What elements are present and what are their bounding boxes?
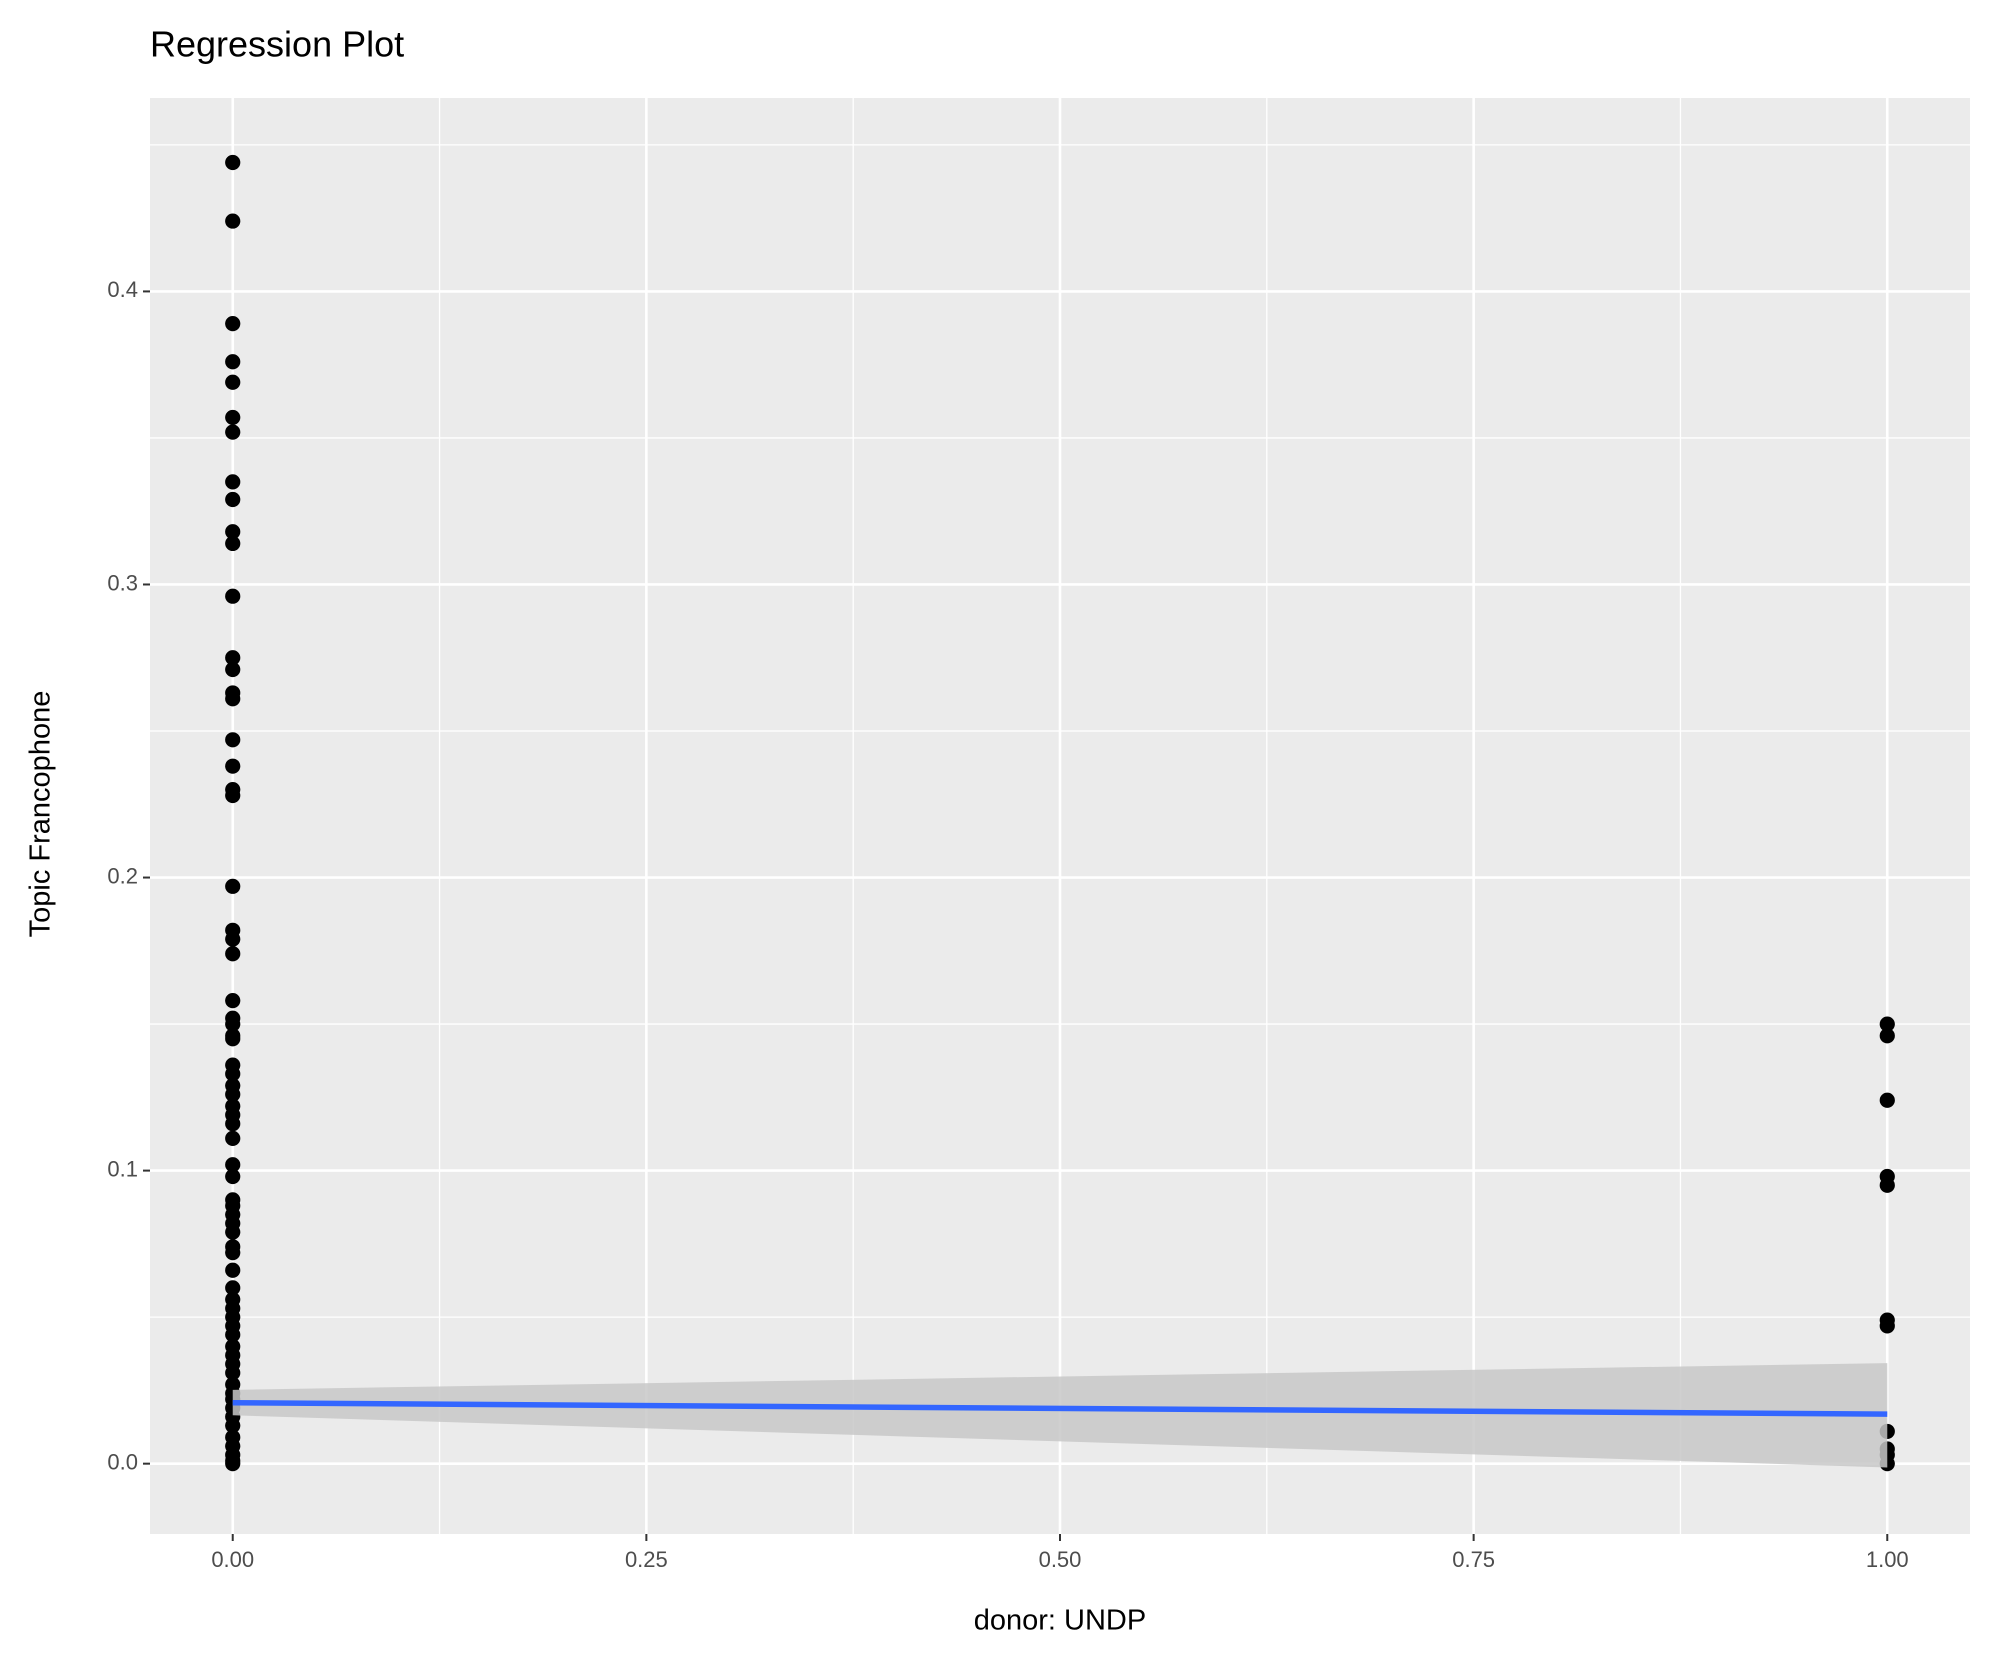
point bbox=[225, 787, 241, 804]
point bbox=[225, 1086, 241, 1103]
y-tick-label: 0.3 bbox=[107, 570, 138, 595]
point bbox=[225, 1130, 241, 1146]
point bbox=[225, 878, 241, 894]
point bbox=[225, 1116, 241, 1132]
point bbox=[225, 1280, 241, 1296]
point bbox=[225, 1031, 241, 1047]
x-tick-label: 0.75 bbox=[1452, 1547, 1495, 1572]
point bbox=[225, 650, 241, 666]
point bbox=[225, 1168, 241, 1185]
point bbox=[225, 1417, 241, 1434]
point bbox=[1879, 1028, 1895, 1044]
y-tick-label: 0.0 bbox=[107, 1449, 138, 1474]
y-tick-label: 0.1 bbox=[107, 1156, 138, 1181]
point bbox=[1879, 1016, 1895, 1032]
point bbox=[225, 758, 241, 774]
point bbox=[225, 1016, 241, 1032]
point bbox=[1879, 1318, 1895, 1334]
point bbox=[225, 524, 241, 540]
point bbox=[225, 931, 241, 947]
point bbox=[225, 946, 241, 962]
point bbox=[225, 1456, 241, 1472]
point bbox=[1879, 1177, 1895, 1193]
x-axis-label: donor: UNDP bbox=[974, 1605, 1146, 1637]
point bbox=[225, 993, 241, 1009]
point bbox=[225, 661, 241, 678]
point bbox=[225, 374, 241, 390]
y-axis-label: Topic Francophone bbox=[25, 691, 57, 938]
point bbox=[225, 354, 241, 370]
point bbox=[225, 424, 241, 440]
point bbox=[225, 1224, 241, 1240]
point bbox=[225, 1365, 241, 1381]
point bbox=[225, 491, 241, 508]
point bbox=[225, 474, 241, 490]
point bbox=[225, 409, 241, 426]
point bbox=[225, 535, 241, 552]
regression-line bbox=[232, 1399, 1888, 1417]
x-tick-label: 0.00 bbox=[211, 1547, 254, 1572]
y-tick-label: 0.2 bbox=[107, 863, 138, 888]
point bbox=[1879, 1092, 1895, 1108]
point bbox=[225, 1066, 241, 1082]
chart-title: Regression Plot bbox=[150, 24, 404, 65]
point bbox=[225, 1327, 241, 1343]
y-tick-label: 0.4 bbox=[107, 277, 138, 302]
point bbox=[225, 1262, 241, 1278]
point bbox=[225, 1157, 241, 1173]
point bbox=[225, 588, 241, 604]
x-tick-label: 0.25 bbox=[625, 1547, 668, 1572]
point bbox=[225, 213, 241, 229]
confidence-band bbox=[232, 1363, 1888, 1468]
point bbox=[225, 691, 241, 707]
point bbox=[225, 316, 241, 332]
point bbox=[225, 154, 241, 171]
x-tick-label: 0.50 bbox=[1039, 1547, 1082, 1572]
x-tick-label: 1.00 bbox=[1866, 1547, 1909, 1572]
point bbox=[225, 1245, 241, 1261]
point bbox=[225, 732, 241, 748]
